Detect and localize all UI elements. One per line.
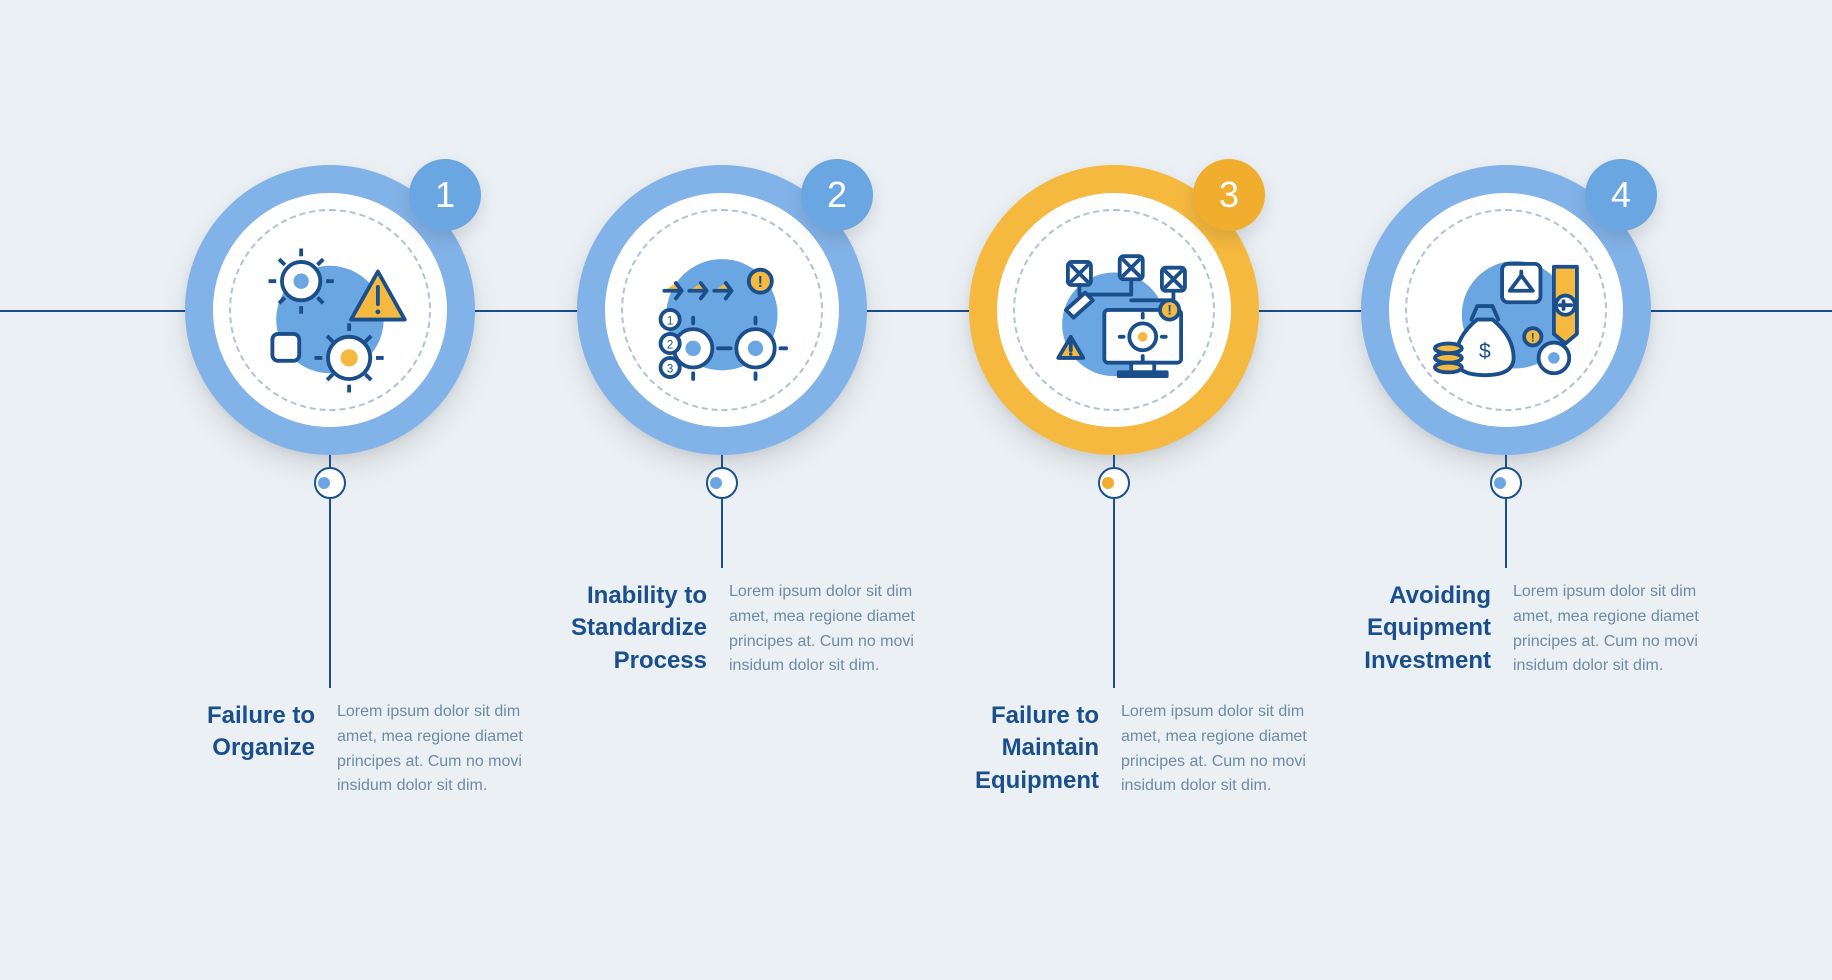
step-title: Failure to Maintain Equipment	[919, 700, 1099, 797]
step-title: Avoiding Equipment Investment	[1311, 580, 1491, 677]
connector-dot	[706, 467, 738, 499]
step-title: Inability to Standardize Process	[527, 580, 707, 677]
step-number-badge: 2	[801, 159, 873, 231]
maintain-icon	[997, 193, 1231, 427]
step-title: Failure to Organize	[135, 700, 315, 765]
step-number-badge: 3	[1193, 159, 1265, 231]
step-inner	[605, 193, 839, 427]
connector-dot	[314, 467, 346, 499]
step-node-3: 3	[969, 165, 1259, 455]
step-text-block: Inability to Standardize ProcessLorem ip…	[527, 580, 949, 679]
infographic-canvas: 1 Failure to Organize Lorem ipsum dolor si…	[0, 0, 1832, 980]
step-node-2: 2	[577, 165, 867, 455]
invest-icon	[1389, 193, 1623, 427]
step-body: Lorem ipsum dolor sit dim amet, mea regi…	[729, 580, 949, 679]
step-body: Lorem ipsum dolor sit dim amet, mea regi…	[1121, 700, 1341, 799]
step-number-badge: 4	[1585, 159, 1657, 231]
connector-dot	[1490, 467, 1522, 499]
step-node-1: 1	[185, 165, 475, 455]
step-text-block: Failure to Organize Lorem ipsum dolor sit…	[135, 700, 557, 799]
step-text-block: Failure to Maintain EquipmentLorem ipsum…	[919, 700, 1341, 799]
step-inner	[1389, 193, 1623, 427]
step-number-badge: 1	[409, 159, 481, 231]
connector-dot	[1098, 467, 1130, 499]
step-text-block: Avoiding Equipment InvestmentLorem ipsum…	[1311, 580, 1733, 679]
standardize-icon	[605, 193, 839, 427]
step-node-4: 4	[1361, 165, 1651, 455]
step-inner	[213, 193, 447, 427]
step-inner	[997, 193, 1231, 427]
step-body: Lorem ipsum dolor sit dim amet, mea regi…	[1513, 580, 1733, 679]
organize-icon	[213, 193, 447, 427]
step-body: Lorem ipsum dolor sit dim amet, mea regi…	[337, 700, 557, 799]
